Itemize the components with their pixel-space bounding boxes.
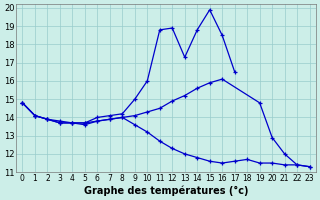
X-axis label: Graphe des températures (°c): Graphe des températures (°c): [84, 185, 248, 196]
